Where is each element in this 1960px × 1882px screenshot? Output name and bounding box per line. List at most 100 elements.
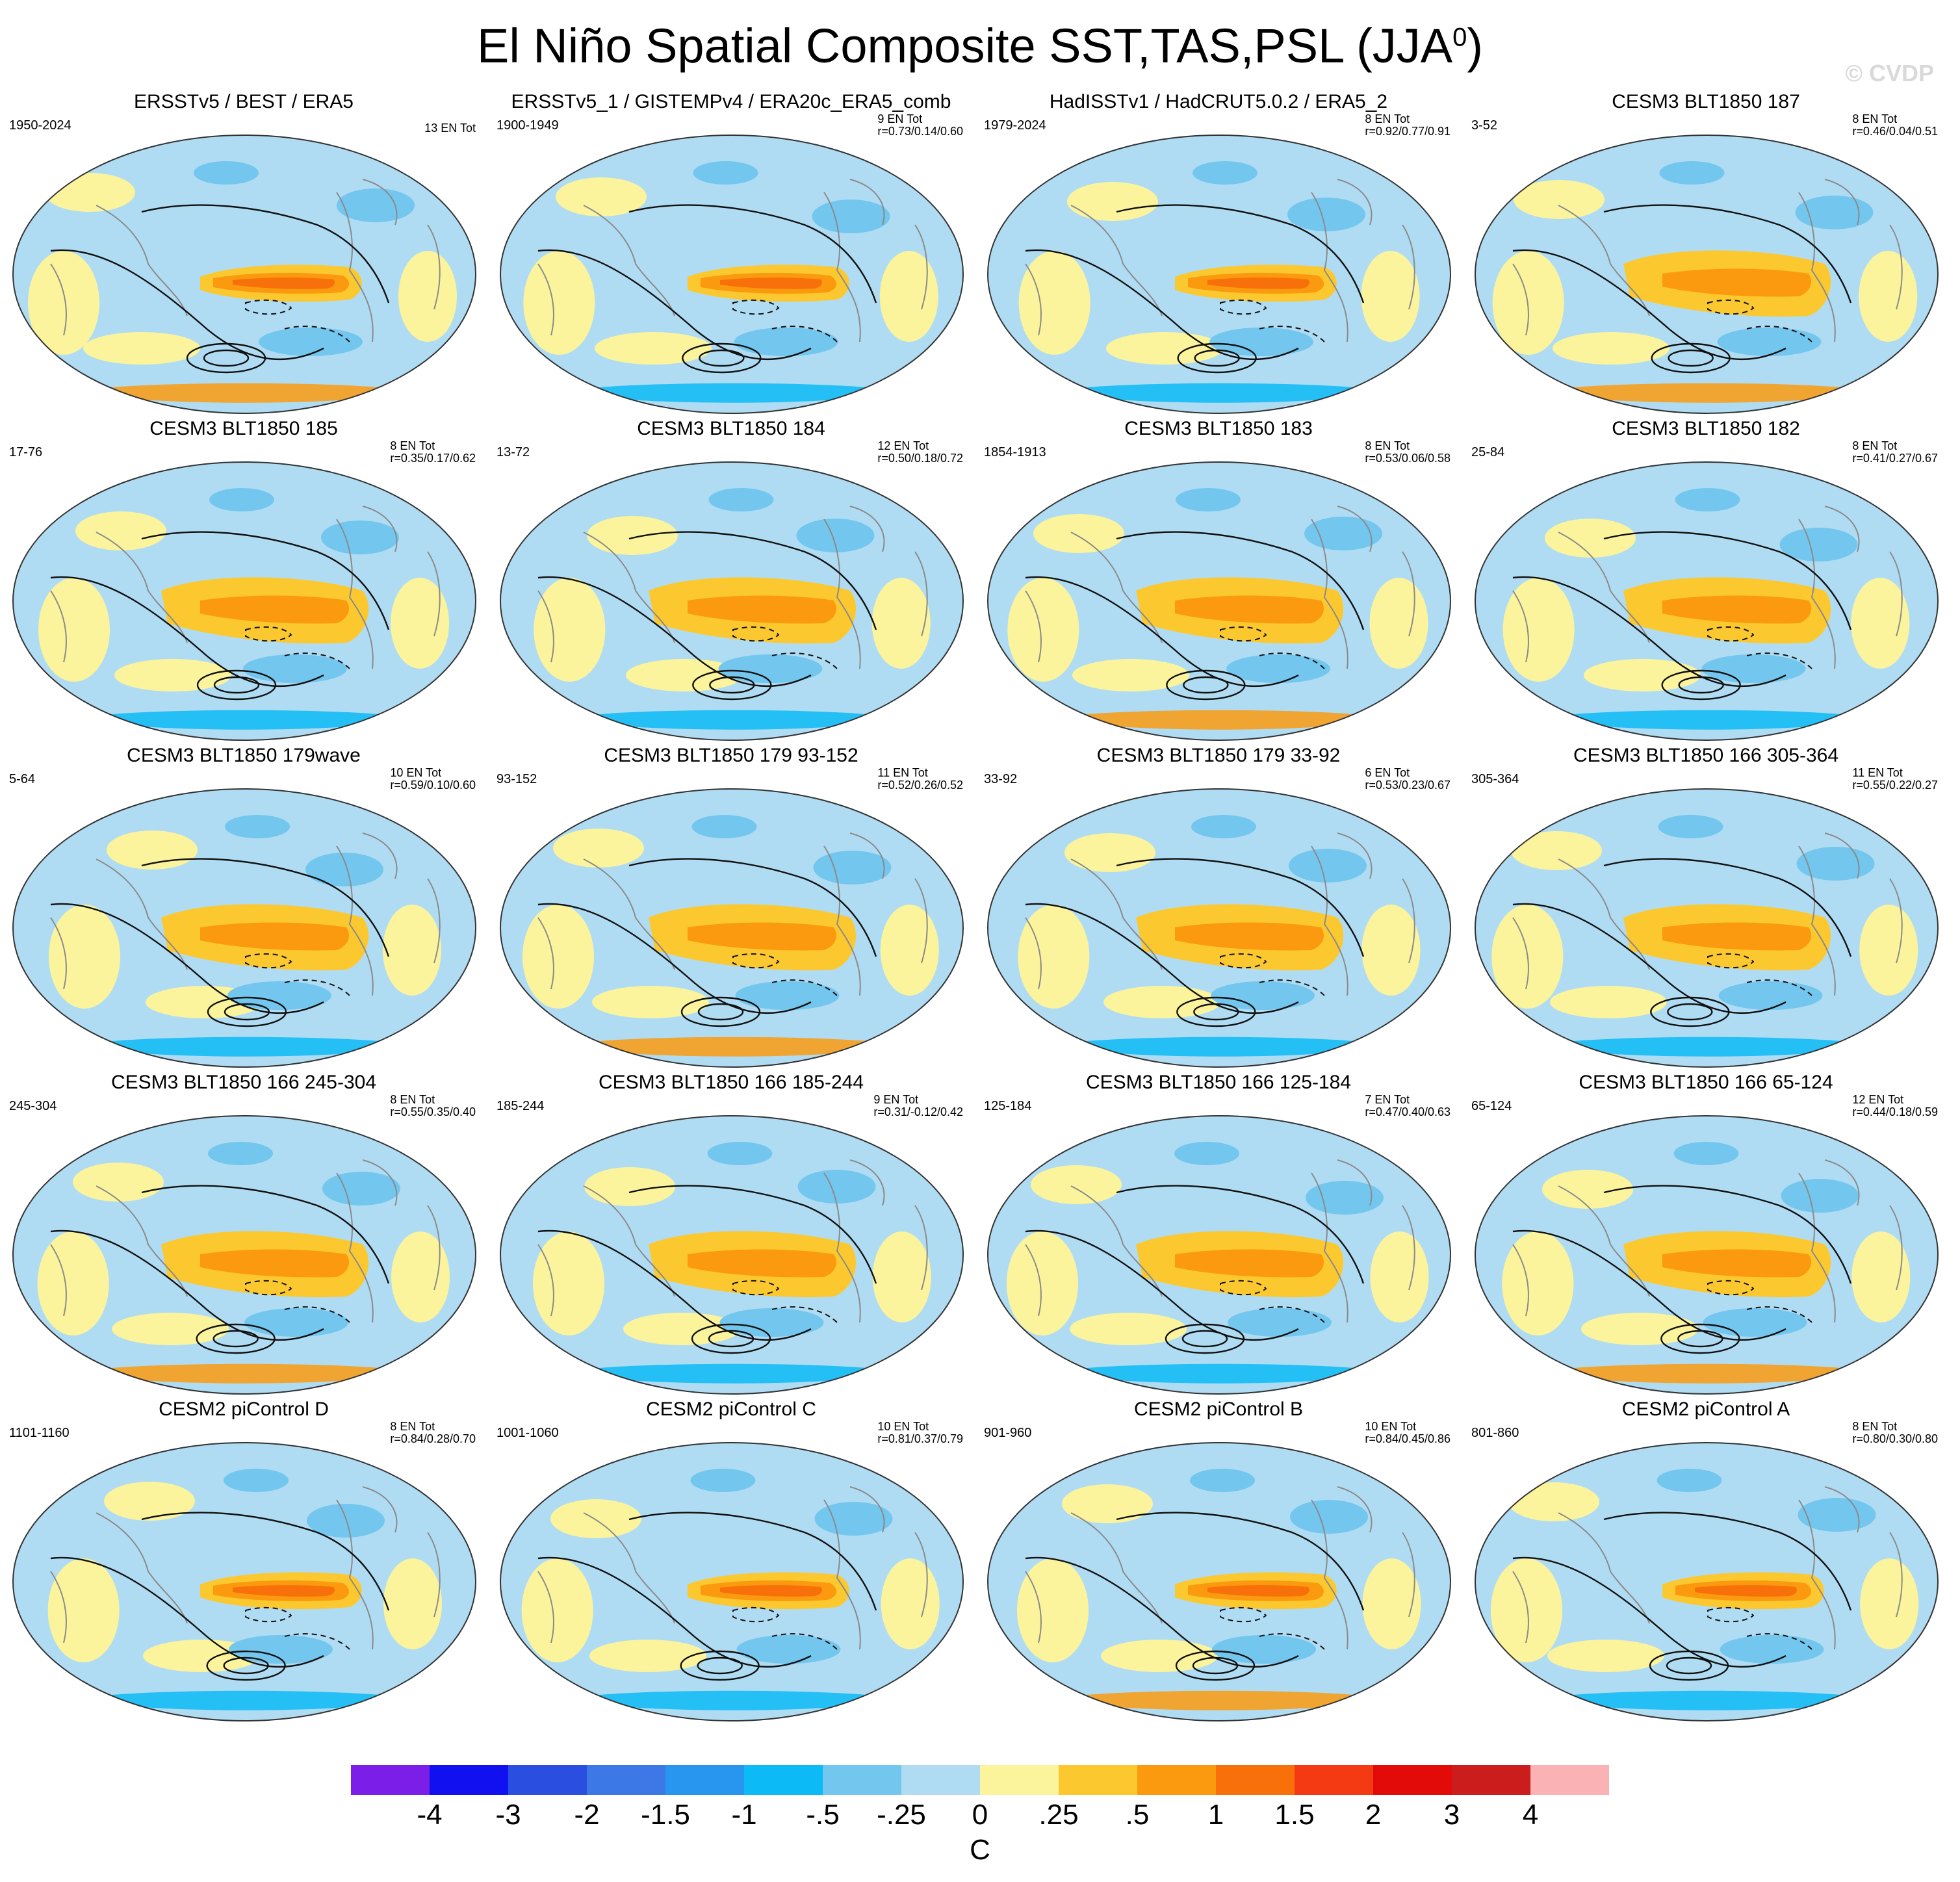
panel-correlation: r=0.81/0.37/0.79 <box>877 1432 963 1445</box>
robinson-map <box>12 461 477 741</box>
panel-title: CESM3 BLT1850 166 125-184 <box>1085 1072 1352 1093</box>
map-panel: CESM3 BLT1850 183 1854-1913 8 EN Tot r=0… <box>975 418 1462 743</box>
colorbar-swatch <box>508 1765 587 1795</box>
panel-stats: 8 EN Tot r=0.41/0.27/0.67 <box>1852 440 1938 465</box>
robinson-map <box>986 1441 1452 1722</box>
panel-correlation: r=0.46/0.04/0.51 <box>1852 125 1938 138</box>
map-panel: CESM3 BLT1850 179wave 5-64 10 EN Tot r=0… <box>0 745 487 1070</box>
map-panel: CESM3 BLT1850 179 33-92 33-92 6 EN Tot r… <box>975 745 1462 1070</box>
panel-event-count: 8 EN Tot <box>1852 112 1898 125</box>
robinson-map <box>1474 788 1939 1068</box>
panel-years: 801-860 <box>1471 1426 1519 1440</box>
panel-title: CESM3 BLT1850 185 <box>149 418 338 439</box>
panel-title: CESM3 BLT1850 166 305-364 <box>1573 745 1839 766</box>
colorbar-swatch <box>744 1765 823 1795</box>
panel-stats: 10 EN Tot r=0.81/0.37/0.79 <box>877 1421 963 1445</box>
panel-title: CESM3 BLT1850 179wave <box>127 745 361 766</box>
map-panel: CESM3 BLT1850 166 185-244 185-244 9 EN T… <box>487 1072 975 1397</box>
panel-stats: 8 EN Tot r=0.53/0.06/0.58 <box>1365 440 1451 465</box>
map-panel: CESM2 piControl C 1001-1060 10 EN Tot r=… <box>487 1399 975 1723</box>
panel-title: CESM3 BLT1850 166 185-244 <box>598 1072 864 1093</box>
colorbar-tick-label: -3 <box>495 1799 521 1831</box>
panel-years: 901-960 <box>984 1426 1032 1440</box>
panel-stats: 13 EN Tot <box>424 122 476 135</box>
colorbar-swatch <box>1530 1765 1609 1795</box>
panel-event-count: 8 EN Tot <box>1365 439 1410 452</box>
panel-correlation: r=0.41/0.27/0.67 <box>1852 452 1938 465</box>
panel-event-count: 11 EN Tot <box>877 766 928 779</box>
panel-years: 1854-1913 <box>984 445 1046 459</box>
panel-event-count: 6 EN Tot <box>1365 766 1410 779</box>
panel-event-count: 8 EN Tot <box>390 1093 435 1106</box>
panel-stats: 9 EN Tot r=0.73/0.14/0.60 <box>877 113 963 138</box>
panel-stats: 7 EN Tot r=0.47/0.40/0.63 <box>1365 1094 1451 1118</box>
colorbar-swatch <box>901 1765 980 1795</box>
colorbar-tick-label: -.25 <box>877 1799 926 1831</box>
panel-years: 1979-2024 <box>984 118 1046 133</box>
robinson-map <box>1474 461 1939 741</box>
colorbar <box>351 1765 1609 1795</box>
panel-event-count: 8 EN Tot <box>1365 112 1410 125</box>
panel-title: CESM3 BLT1850 166 245-304 <box>110 1072 377 1093</box>
panel-correlation: r=0.35/0.17/0.62 <box>390 452 476 465</box>
panel-event-count: 8 EN Tot <box>390 1420 435 1433</box>
colorbar-swatch <box>351 1765 430 1795</box>
panel-title: CESM3 BLT1850 182 <box>1612 418 1800 439</box>
panel-correlation: r=0.55/0.35/0.40 <box>390 1105 476 1118</box>
robinson-map <box>499 1115 964 1395</box>
panel-years: 245-304 <box>9 1099 57 1113</box>
colorbar-tick-label: -4 <box>417 1799 443 1831</box>
panel-stats: 11 EN Tot r=0.55/0.22/0.27 <box>1852 767 1938 792</box>
map-panel: CESM3 BLT1850 166 125-184 125-184 7 EN T… <box>975 1072 1462 1397</box>
colorbar-tick-label: -2 <box>574 1799 600 1831</box>
panel-stats: 10 EN Tot r=0.59/0.10/0.60 <box>390 767 476 792</box>
map-panel: CESM3 BLT1850 166 65-124 65-124 12 EN To… <box>1462 1072 1950 1397</box>
panel-years: 1001-1060 <box>496 1426 559 1440</box>
colorbar-tick-label: -1.5 <box>641 1799 690 1831</box>
colorbar-tick-label: 1.5 <box>1274 1799 1315 1831</box>
panel-stats: 8 EN Tot r=0.55/0.35/0.40 <box>390 1094 476 1118</box>
panel-title: ERSSTv5 / BEST / ERA5 <box>134 91 354 112</box>
panel-title: CESM2 piControl A <box>1621 1399 1790 1420</box>
colorbar-swatch <box>1216 1765 1295 1795</box>
map-panel: CESM3 BLT1850 166 245-304 245-304 8 EN T… <box>0 1072 487 1397</box>
panel-years: 13-72 <box>496 445 530 459</box>
panel-years: 185-244 <box>496 1099 545 1113</box>
map-panel: ERSSTv5 / BEST / ERA5 1950-2024 13 EN To… <box>0 91 487 416</box>
colorbar-tick-label: .25 <box>1038 1799 1079 1831</box>
cvdp-watermark: © CVDP <box>1845 60 1934 86</box>
panel-stats: 11 EN Tot r=0.52/0.26/0.52 <box>877 767 963 792</box>
colorbar-tick-label: 2 <box>1365 1799 1382 1831</box>
panel-correlation: r=0.55/0.22/0.27 <box>1852 779 1938 792</box>
panel-stats: 8 EN Tot r=0.84/0.28/0.70 <box>390 1421 476 1445</box>
map-panel: ERSSTv5_1 / GISTEMPv4 / ERA20c_ERA5_comb… <box>487 91 975 416</box>
robinson-map <box>1474 1115 1939 1395</box>
panel-correlation: r=0.59/0.10/0.60 <box>390 779 476 792</box>
colorbar-tick-label: 3 <box>1443 1799 1460 1831</box>
map-panel: CESM3 BLT1850 179 93-152 93-152 11 EN To… <box>487 745 975 1070</box>
panel-title: ERSSTv5_1 / GISTEMPv4 / ERA20c_ERA5_comb <box>511 91 951 112</box>
panel-event-count: 12 EN Tot <box>1852 1093 1904 1106</box>
panel-stats: 9 EN Tot r=0.31/-0.12/0.42 <box>873 1094 963 1118</box>
robinson-map <box>986 788 1452 1068</box>
panel-event-count: 8 EN Tot <box>1852 1420 1898 1433</box>
panel-years: 1101-1160 <box>9 1426 70 1440</box>
panel-years: 3-52 <box>1471 118 1498 133</box>
panel-correlation: r=0.31/-0.12/0.42 <box>873 1105 963 1118</box>
robinson-map <box>499 134 964 415</box>
colorbar-swatch <box>1373 1765 1452 1795</box>
panel-event-count: 8 EN Tot <box>390 439 435 452</box>
figure-title: El Niño Spatial Composite SST,TAS,PSL (J… <box>476 19 1484 73</box>
colorbar-swatch <box>430 1765 508 1795</box>
panel-title: CESM3 BLT1850 187 <box>1612 91 1800 112</box>
colorbar-tick-label: 1 <box>1207 1799 1224 1831</box>
colorbar-swatch <box>1295 1765 1373 1795</box>
colorbar-swatch <box>1452 1765 1530 1795</box>
colorbar-swatch <box>1059 1765 1137 1795</box>
colorbar-swatch <box>823 1765 901 1795</box>
panel-correlation: r=0.84/0.28/0.70 <box>390 1432 476 1445</box>
map-panel: CESM3 BLT1850 182 25-84 8 EN Tot r=0.41/… <box>1462 418 1950 743</box>
colorbar-swatch <box>665 1765 744 1795</box>
panel-event-count: 10 EN Tot <box>877 1420 929 1433</box>
colorbar-tick-label: -1 <box>731 1799 757 1831</box>
